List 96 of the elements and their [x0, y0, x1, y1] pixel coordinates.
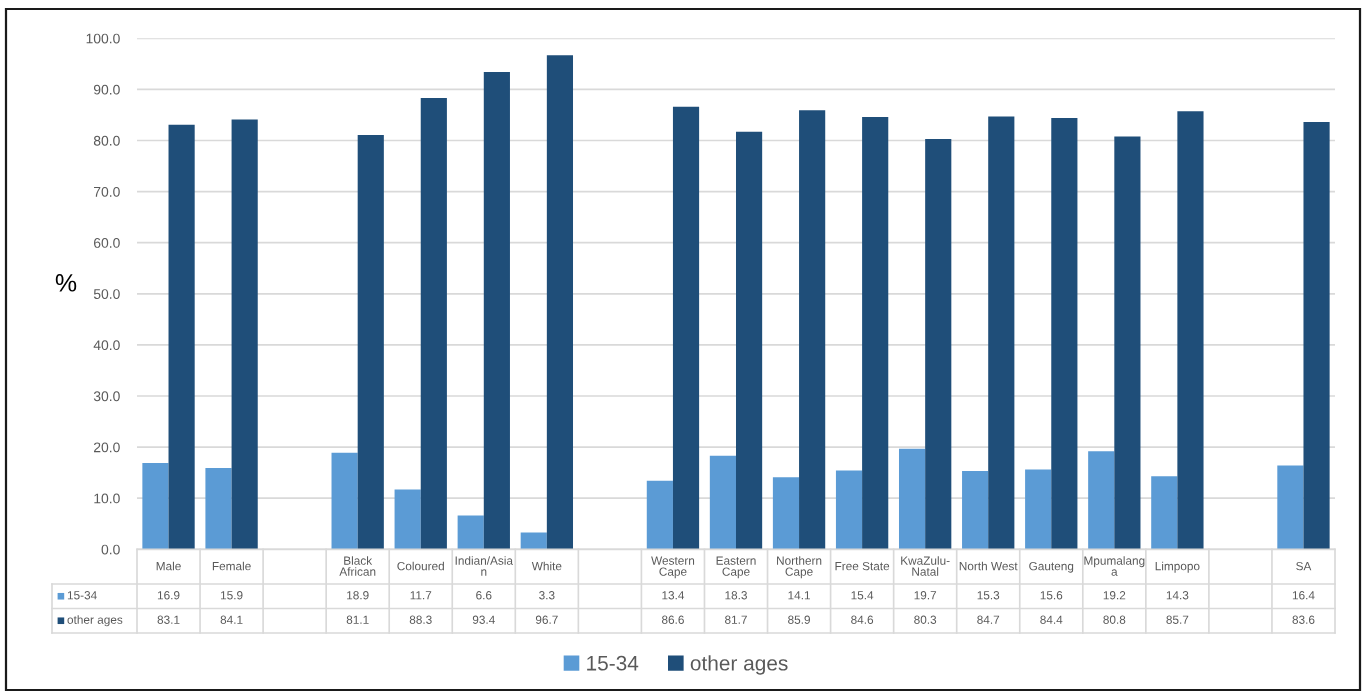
data-label: 93.4 — [472, 615, 495, 624]
data-label: 15.3 — [977, 591, 1000, 600]
x-tick-label: White — [531, 561, 562, 571]
data-label: 88.3 — [409, 615, 432, 624]
text: 15-34 — [587, 655, 639, 671]
bar — [520, 532, 547, 550]
bar — [394, 489, 421, 550]
x-tick-label: Male — [156, 561, 181, 571]
data-label: 19.2 — [1103, 591, 1126, 600]
x-tick-label: Indian/Asian — [455, 556, 513, 576]
bar — [1177, 111, 1204, 550]
bar — [772, 477, 800, 550]
y-tick-label: 20.0 — [94, 442, 120, 453]
bar — [862, 116, 889, 550]
data-label: 96.7 — [535, 615, 558, 624]
y-tick-label: 0.0 — [101, 544, 120, 555]
x-tick-label: Northern Cape — [777, 556, 822, 579]
x-tick-label: North West — [959, 561, 1018, 571]
bar — [646, 480, 673, 550]
y-tick-label: 10.0 — [94, 493, 120, 504]
bar — [1051, 118, 1078, 550]
y-tick-label: 60.0 — [94, 238, 120, 248]
bar — [736, 131, 763, 550]
data-label: 14.1 — [788, 591, 810, 600]
y-tick-label: 40.0 — [93, 340, 120, 351]
bar — [799, 110, 826, 550]
bar — [1151, 476, 1178, 550]
y-axis-title: % — [55, 274, 77, 292]
data-label: 13.4 — [662, 591, 685, 600]
y-tick-label: 30.0 — [93, 391, 120, 402]
bar — [1303, 122, 1330, 550]
y-tick-label: 90.0 — [93, 84, 120, 95]
data-label: 81.7 — [725, 615, 747, 624]
data-label: 18.3 — [725, 591, 747, 600]
bar — [709, 455, 736, 550]
y-tick-label: 100.0 — [86, 33, 120, 44]
bar — [1114, 136, 1141, 550]
data-label: 14.3 — [1166, 591, 1189, 600]
data-label: 80.3 — [914, 615, 937, 624]
x-tick-label: Female — [212, 561, 251, 571]
data-label: 85.9 — [788, 615, 810, 624]
data-label: 15.4 — [851, 591, 874, 600]
data-label: 6.6 — [476, 591, 492, 600]
x-tick-label: Free State — [835, 561, 890, 571]
data-label: 11.7 — [410, 591, 432, 600]
bar — [988, 116, 1015, 550]
text: other ages — [690, 655, 788, 675]
data-label: 84.4 — [1040, 615, 1063, 624]
x-tick-label: Limpopo — [1155, 561, 1200, 573]
data-label: 18.9 — [347, 591, 369, 600]
data-label: 85.7 — [1166, 615, 1189, 624]
bar — [357, 134, 384, 550]
data-label: 19.7 — [914, 591, 937, 600]
data-label: 16.9 — [157, 591, 180, 600]
data-label: 84.6 — [851, 615, 874, 624]
x-tick-label: SA — [1296, 561, 1312, 571]
bar — [835, 470, 863, 550]
bar — [962, 471, 989, 550]
legend-label: other ages — [67, 615, 123, 627]
x-tick-label: Coloured — [397, 561, 444, 571]
data-label: 86.6 — [661, 615, 684, 624]
bar — [331, 452, 358, 550]
data-label: 83.6 — [1292, 615, 1315, 624]
bar — [672, 106, 700, 550]
bar — [231, 119, 258, 550]
x-tick-label: Mpumalanga — [1084, 556, 1145, 576]
bar — [205, 468, 232, 550]
data-label: 84.7 — [977, 615, 1000, 624]
y-tick-label: 70.0 — [94, 186, 120, 197]
bar — [1025, 469, 1052, 550]
data-label: 3.3 — [539, 591, 555, 600]
bar — [1088, 451, 1115, 550]
legend-label: 15-34 — [67, 591, 97, 600]
bar — [483, 72, 510, 550]
x-tick-label: Eastern Cape — [716, 556, 756, 579]
bar — [457, 515, 484, 550]
y-tick-label: 80.0 — [93, 135, 120, 146]
bar — [142, 462, 169, 550]
x-tick-label: KwaZulu-Natal — [901, 556, 950, 576]
data-label: 16.4 — [1292, 591, 1315, 600]
data-label: 15.9 — [220, 591, 243, 600]
bar — [546, 55, 574, 550]
bar — [925, 138, 952, 550]
data-label: 15.6 — [1040, 591, 1063, 600]
bar — [168, 124, 195, 550]
data-label: 83.1 — [157, 615, 180, 624]
bar — [898, 448, 926, 550]
x-tick-label: Gauteng — [1029, 561, 1074, 573]
data-label: 81.1 — [346, 615, 369, 624]
data-label: 80.8 — [1103, 615, 1126, 624]
y-tick-label: 50.0 — [93, 289, 120, 299]
data-label: 84.1 — [220, 615, 243, 624]
bar — [420, 98, 447, 550]
x-tick-label: Black African — [339, 556, 376, 576]
x-tick-label: Western Cape — [651, 556, 695, 579]
bar — [1277, 465, 1304, 550]
